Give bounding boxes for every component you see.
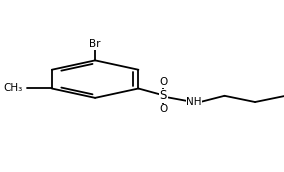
Text: Br: Br [89,39,101,49]
Text: NH: NH [186,97,202,107]
Text: O: O [159,77,168,87]
Text: S: S [160,89,167,102]
Text: CH₃: CH₃ [3,83,23,94]
Text: O: O [159,104,168,114]
